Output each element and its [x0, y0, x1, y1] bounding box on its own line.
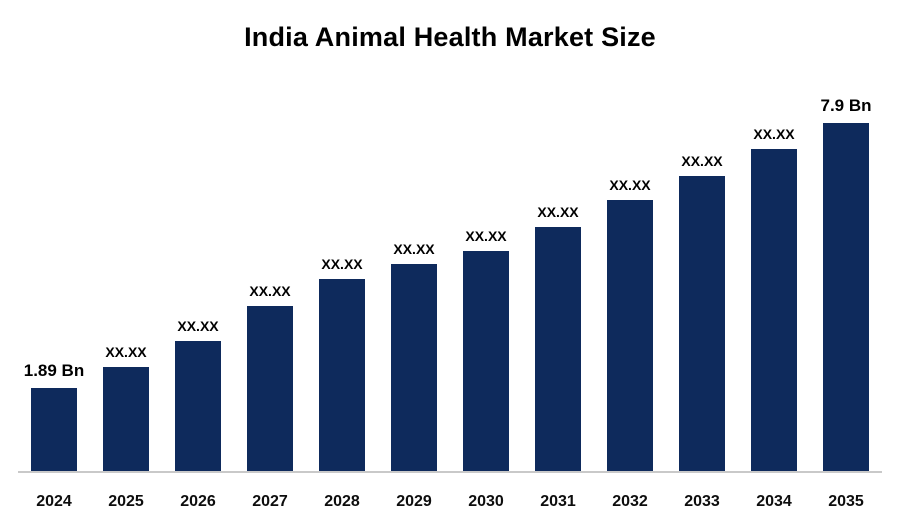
bar-value-label: XX.XX	[393, 241, 435, 257]
bar-column: 7.9 Bn	[810, 70, 882, 471]
plot-wrap: 1.89 Bn XX.XX XX.XX XX.XX XX.XX XX.XX XX.XX XX.…	[18, 70, 882, 473]
bar	[174, 341, 222, 471]
x-tick-label: 2032	[612, 493, 648, 510]
bar-column: XX.XX	[306, 70, 378, 471]
bar-value-label: XX.XX	[465, 228, 507, 244]
bar-value-label: XX.XX	[753, 126, 795, 142]
bar	[750, 149, 798, 471]
bar-value-label: XX.XX	[537, 204, 579, 220]
x-tick-label: 2025	[108, 493, 144, 510]
bar-column: XX.XX	[234, 70, 306, 471]
bar-column: XX.XX	[594, 70, 666, 471]
bar-value-label: XX.XX	[249, 283, 291, 299]
x-tick-label: 2033	[684, 493, 720, 510]
bar	[822, 123, 870, 471]
bar-value-label: XX.XX	[609, 177, 651, 193]
x-tick-label: 2028	[324, 493, 360, 510]
plot-area: 1.89 Bn XX.XX XX.XX XX.XX XX.XX XX.XX XX.XX XX.…	[18, 70, 882, 473]
bar-value-label: XX.XX	[105, 344, 147, 360]
bar-column: XX.XX	[738, 70, 810, 471]
x-tick-label: 2024	[36, 493, 72, 510]
bar-value-label: 1.89 Bn	[23, 361, 85, 380]
x-tick-label: 2030	[468, 493, 504, 510]
x-tick-label: 2031	[540, 493, 576, 510]
x-tick-label: 2034	[756, 493, 792, 510]
x-tick-label: 2026	[180, 493, 216, 510]
bar	[102, 367, 150, 471]
bar	[246, 306, 294, 471]
bar	[534, 227, 582, 471]
bar	[462, 251, 510, 471]
bar-value-label: XX.XX	[681, 153, 723, 169]
bar-column: XX.XX	[450, 70, 522, 471]
bar	[318, 279, 366, 471]
bar-column: XX.XX	[522, 70, 594, 471]
x-tick-label: 2035	[828, 493, 864, 510]
bar	[678, 176, 726, 471]
bar	[606, 200, 654, 471]
x-axis-labels: 2024 2025 2026 2027 2028 2029 2030 2031 2032 2033…	[18, 493, 882, 511]
bar-value-label: XX.XX	[321, 256, 363, 272]
bar	[30, 388, 78, 471]
bar-column: XX.XX	[378, 70, 450, 471]
bar	[390, 264, 438, 471]
x-tick-label: 2027	[252, 493, 288, 510]
bar-column: XX.XX	[90, 70, 162, 471]
bar-column: 1.89 Bn	[18, 70, 90, 471]
bar-column: XX.XX	[162, 70, 234, 471]
bar-value-label: XX.XX	[177, 318, 219, 334]
x-tick-label: 2029	[396, 493, 432, 510]
chart-title: India Animal Health Market Size	[244, 22, 656, 52]
bar-value-label: 7.9 Bn	[820, 96, 872, 115]
bar-column: XX.XX	[666, 70, 738, 471]
